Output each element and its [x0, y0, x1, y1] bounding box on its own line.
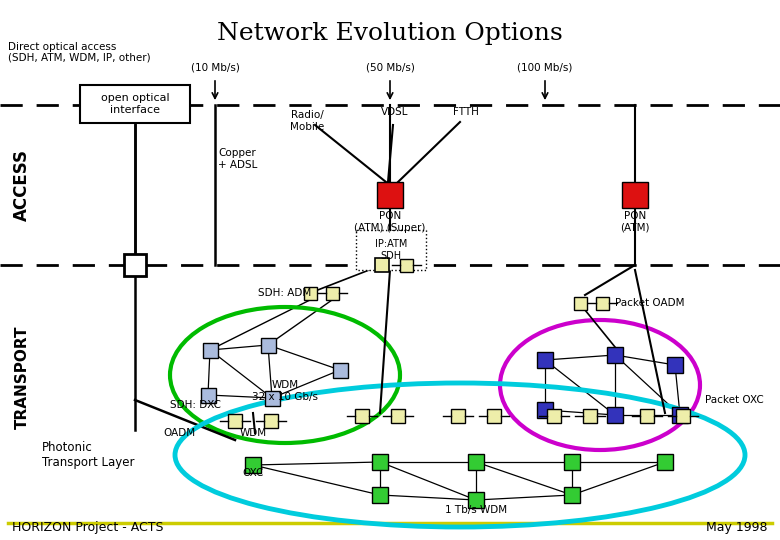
Text: (10 Mb/s): (10 Mb/s) [190, 62, 239, 72]
Bar [657, 454, 673, 470]
Bar [391, 409, 405, 423]
Text: VDSL: VDSL [381, 107, 409, 117]
Text: PON
(ATM) (Super): PON (ATM) (Super) [354, 211, 426, 233]
Text: SDH: DXC: SDH: DXC [170, 400, 221, 410]
Bar [451, 409, 465, 423]
Bar [261, 338, 275, 353]
Text: OADM: OADM [163, 428, 195, 438]
Text: OXC: OXC [243, 468, 264, 478]
FancyBboxPatch shape [356, 230, 426, 270]
Bar [245, 457, 261, 473]
Text: (SDH, ATM, WDM, IP, other): (SDH, ATM, WDM, IP, other) [8, 53, 151, 63]
Text: TRANSPORT: TRANSPORT [15, 326, 30, 429]
Text: Network Evolution Options: Network Evolution Options [217, 22, 563, 45]
Bar [547, 409, 561, 423]
Bar [355, 409, 369, 423]
Bar [124, 254, 146, 276]
Bar [640, 409, 654, 423]
Bar [468, 454, 484, 470]
Text: Radio/
Mobile: Radio/ Mobile [290, 110, 324, 132]
Bar [468, 492, 484, 508]
Bar [372, 487, 388, 503]
Bar [583, 409, 597, 423]
Bar [607, 347, 623, 363]
Bar [672, 407, 688, 423]
Text: ACCESS: ACCESS [13, 149, 31, 221]
Bar [228, 414, 242, 428]
Bar [537, 352, 553, 368]
Text: Packet OADM: Packet OADM [615, 298, 685, 308]
Bar [667, 357, 683, 373]
Bar [607, 407, 623, 423]
Text: Packet OXC: Packet OXC [705, 395, 764, 405]
Text: FTTH: FTTH [453, 107, 479, 117]
Bar [487, 409, 501, 423]
Bar [203, 342, 218, 357]
Text: 1 Tb/s WDM: 1 Tb/s WDM [445, 505, 507, 515]
Text: Direct optical access: Direct optical access [8, 42, 116, 52]
Bar [303, 287, 317, 300]
Text: HORIZON Project - ACTS: HORIZON Project - ACTS [12, 522, 164, 535]
Bar [564, 454, 580, 470]
Text: SDH: ADM: SDH: ADM [258, 288, 311, 298]
FancyBboxPatch shape [80, 85, 190, 123]
Bar [372, 454, 388, 470]
Bar [200, 388, 215, 402]
Bar [375, 258, 389, 272]
Bar [573, 296, 587, 309]
Text: May 1998: May 1998 [707, 522, 768, 535]
Text: (100 Mb/s): (100 Mb/s) [517, 62, 573, 72]
Text: (50 Mb/s): (50 Mb/s) [366, 62, 414, 72]
Bar [377, 182, 403, 208]
Text: Copper
+ ADSL: Copper + ADSL [218, 148, 257, 170]
Bar [264, 390, 279, 406]
Bar [676, 409, 690, 423]
Text: PON
(ATM): PON (ATM) [620, 211, 650, 233]
Bar [622, 182, 648, 208]
Bar [264, 414, 278, 428]
Bar [595, 296, 608, 309]
Bar [399, 259, 413, 272]
Text: WDM
32 x 10 Gb/s: WDM 32 x 10 Gb/s [252, 380, 318, 402]
Text: Photonic
Transport Layer: Photonic Transport Layer [42, 441, 134, 469]
Bar [325, 287, 339, 300]
Text: IP:ATM
SDH: IP:ATM SDH [375, 239, 407, 261]
Text: open optical
interface: open optical interface [101, 93, 169, 115]
Bar [564, 487, 580, 503]
Bar [537, 402, 553, 418]
Text: WDM: WDM [239, 428, 267, 438]
Bar [332, 362, 348, 377]
